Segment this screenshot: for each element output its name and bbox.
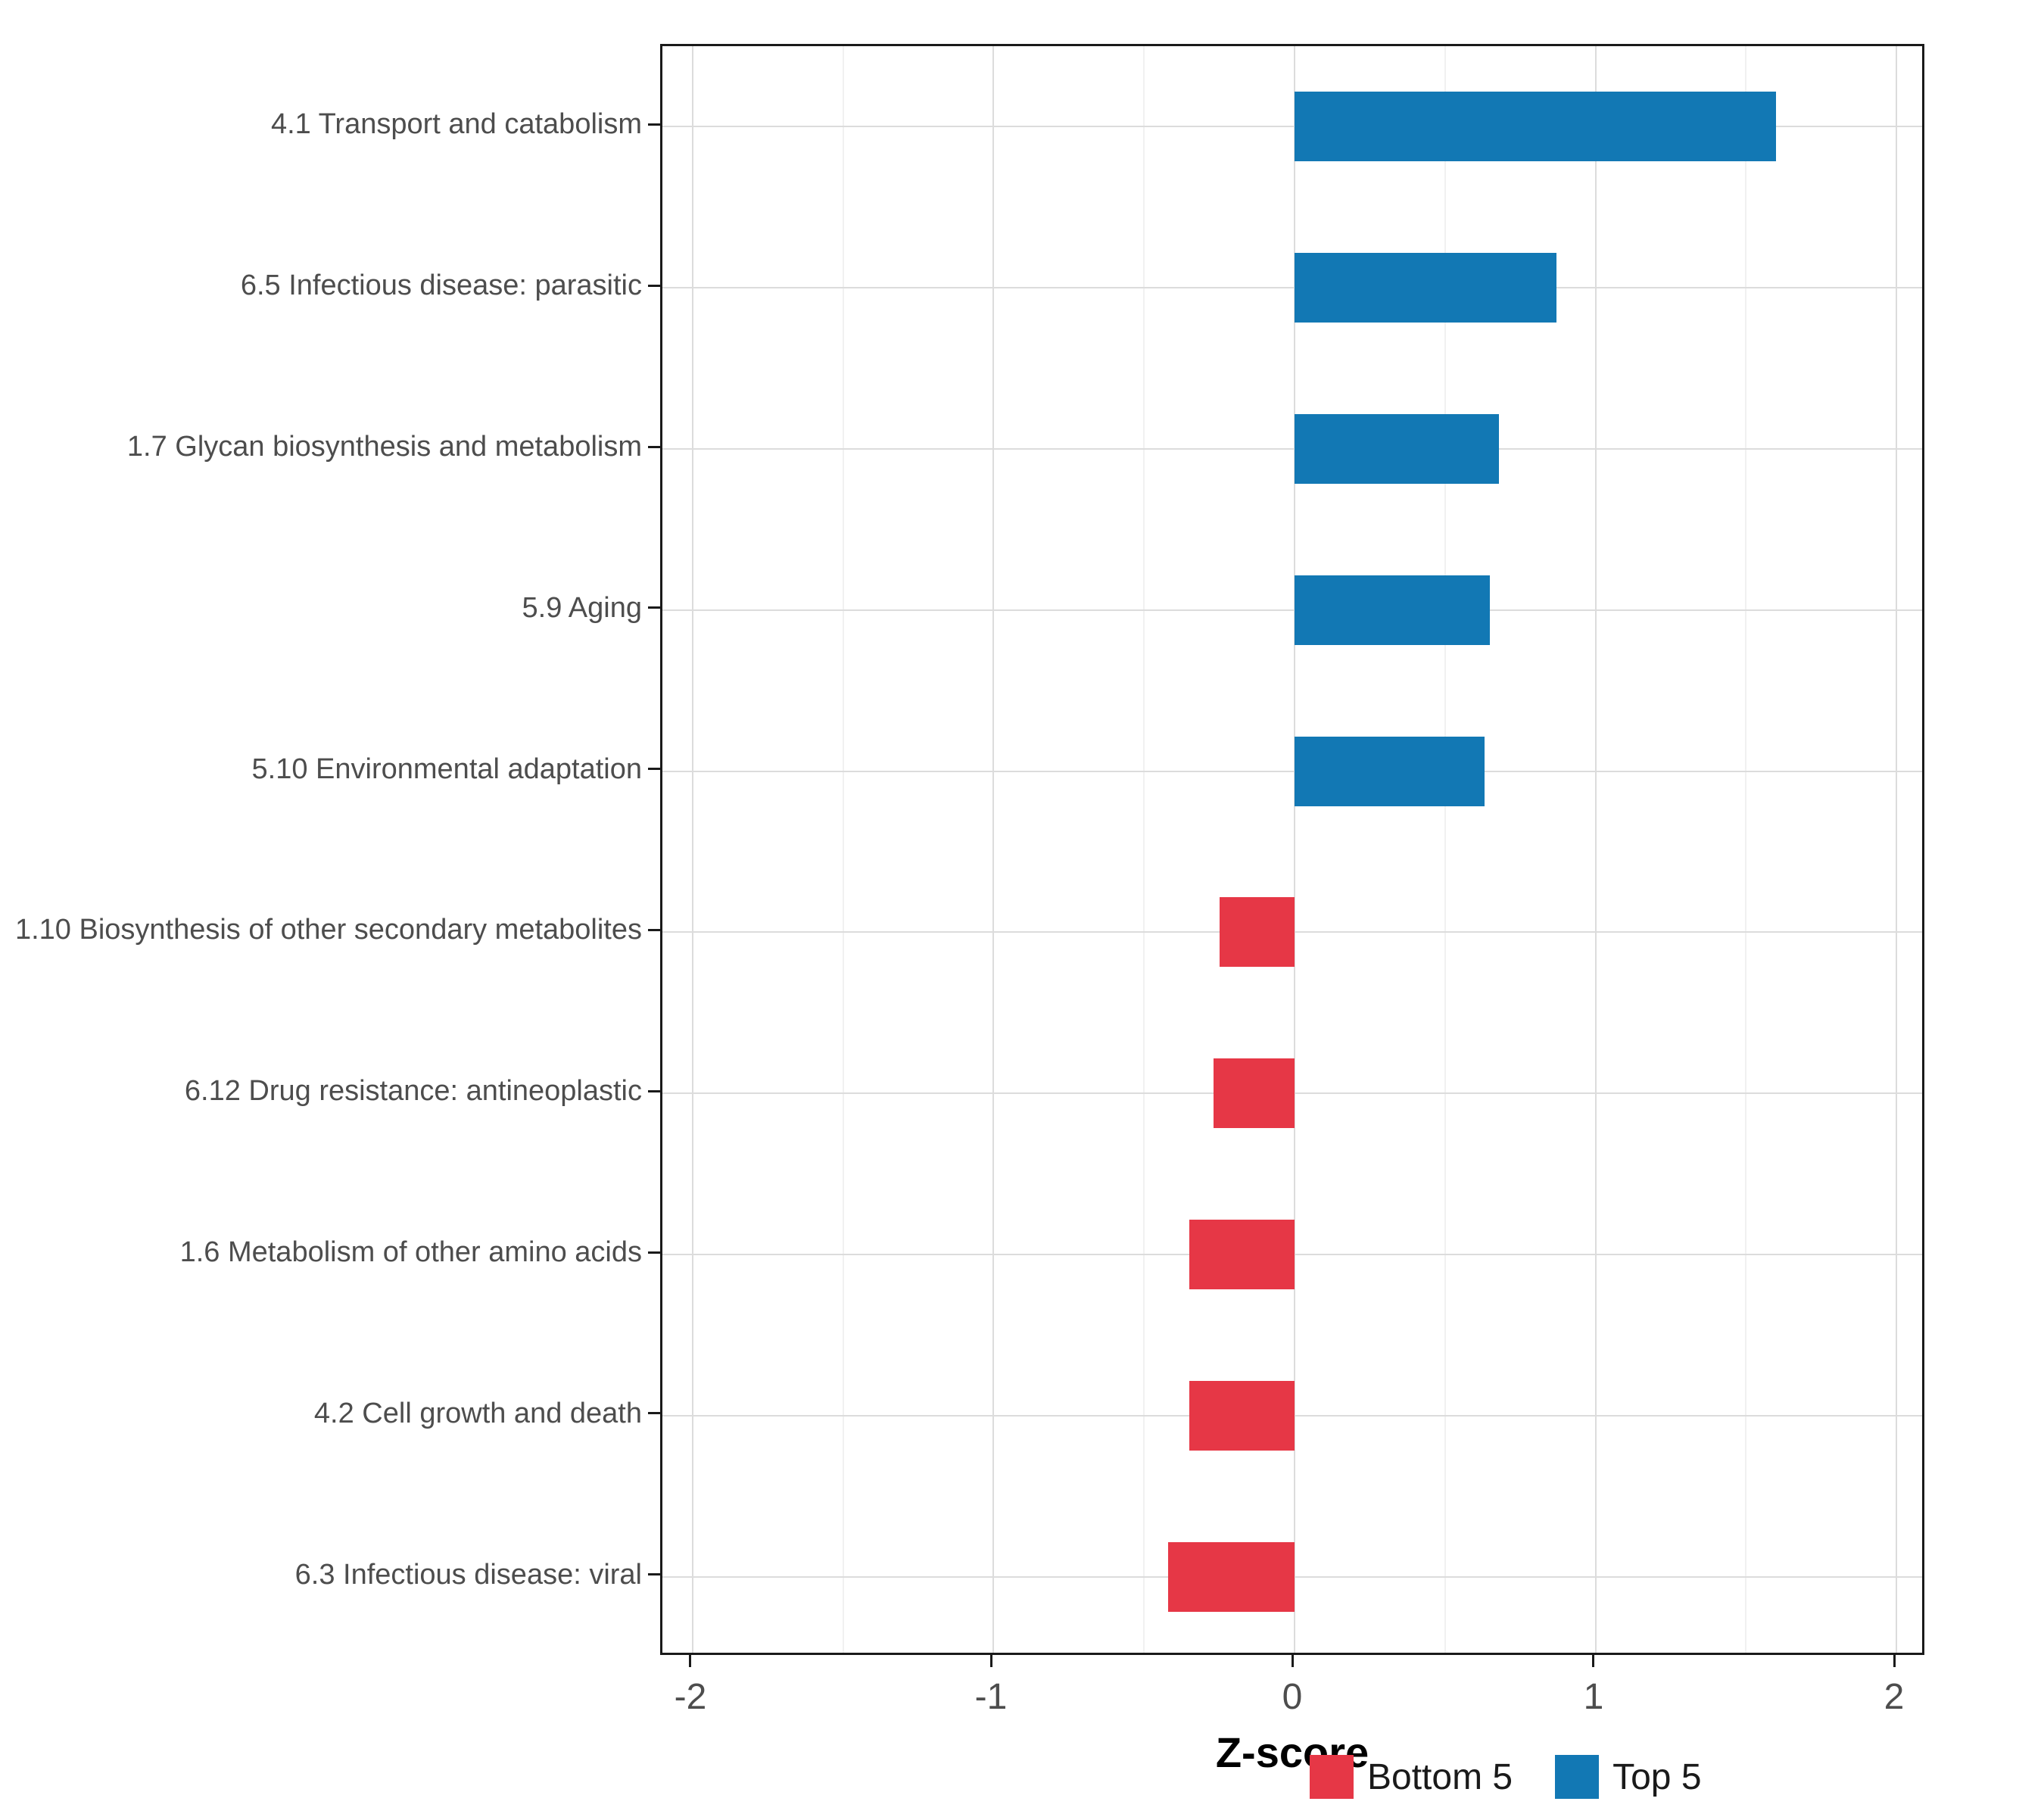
x-minor-gridline	[1745, 46, 1747, 1653]
y-axis-label-4-1-transport-and-catabolism: 4.1 Transport and catabolism	[270, 108, 642, 140]
legend-entry-label: Bottom 5	[1367, 1756, 1513, 1797]
x-minor-gridline	[1143, 46, 1145, 1653]
x-tick-mark	[689, 1655, 691, 1667]
x-major-gridline	[1594, 46, 1597, 1653]
y-axis-label-1-7-glycan-biosynthesis-and-metabolism: 1.7 Glycan biosynthesis and metabolism	[126, 431, 642, 463]
x-tick-mark	[1292, 1655, 1294, 1667]
x-tick-mark	[1592, 1655, 1594, 1667]
legend-swatch-top-5	[1555, 1755, 1600, 1799]
x-minor-gridline	[1444, 46, 1446, 1653]
y-tick-mark	[648, 768, 660, 770]
y-tick-mark	[648, 1412, 660, 1414]
y-axis-label-1-6-metabolism-of-other-amino-acids: 1.6 Metabolism of other amino acids	[179, 1236, 642, 1268]
y-tick-mark	[648, 606, 660, 609]
x-axis-tick-label-2: 2	[1884, 1677, 1905, 1717]
y-axis-label-6-5-infectious-disease-parasitic: 6.5 Infectious disease: parasitic	[240, 270, 642, 301]
bar-5-10-environmental-adaptation	[1295, 737, 1485, 806]
x-major-gridline	[1896, 46, 1898, 1653]
y-major-gridline	[662, 771, 1922, 772]
y-tick-mark	[648, 123, 660, 126]
x-axis-tick-label--1: -1	[974, 1677, 1008, 1717]
y-major-gridline	[662, 287, 1922, 288]
y-tick-mark	[648, 1090, 660, 1092]
bar-6-12-drug-resistance-antineoplastic	[1213, 1058, 1295, 1128]
x-major-gridline	[992, 46, 995, 1653]
x-axis-tick-label--2: -2	[674, 1677, 707, 1717]
bar-6-3-infectious-disease-viral	[1168, 1542, 1295, 1612]
y-axis-label-1-10-biosynthesis-of-other-secondary-metabolites: 1.10 Biosynthesis of other secondary met…	[14, 914, 642, 946]
y-axis-label-5-9-aging: 5.9 Aging	[522, 592, 642, 624]
y-axis-label-4-2-cell-growth-and-death: 4.2 Cell growth and death	[313, 1398, 642, 1429]
x-tick-mark	[990, 1655, 992, 1667]
legend-entry-top-5: Top 5	[1555, 1755, 1702, 1799]
bar-4-2-cell-growth-and-death	[1189, 1381, 1295, 1451]
plot-panel	[660, 44, 1924, 1655]
y-tick-mark	[648, 285, 660, 287]
x-axis-tick-label-0: 0	[1282, 1677, 1303, 1717]
y-tick-mark	[648, 929, 660, 931]
bar-5-9-aging	[1295, 575, 1491, 645]
bar-1-10-biosynthesis-of-other-secondary-metabolites	[1219, 897, 1295, 967]
bar-1-7-glycan-biosynthesis-and-metabolism	[1295, 414, 1500, 484]
legend-entry-bottom-5: Bottom 5	[1310, 1755, 1513, 1799]
x-tick-mark	[1893, 1655, 1896, 1667]
bar-1-6-metabolism-of-other-amino-acids	[1189, 1220, 1295, 1289]
x-axis-title: Z-score	[1215, 1728, 1369, 1776]
x-major-gridline	[1294, 46, 1295, 1653]
y-tick-mark	[648, 1251, 660, 1254]
x-major-gridline	[691, 46, 693, 1653]
y-axis-label-6-3-infectious-disease-viral: 6.3 Infectious disease: viral	[294, 1559, 642, 1591]
legend: Bottom 5 Top 5	[1310, 1755, 1702, 1799]
legend-swatch-bottom-5	[1310, 1755, 1354, 1799]
legend-entry-label: Top 5	[1612, 1756, 1702, 1797]
y-major-gridline	[662, 126, 1922, 127]
x-axis-tick-label-1: 1	[1583, 1677, 1604, 1717]
y-axis-label-5-10-environmental-adaptation: 5.10 Environmental adaptation	[251, 753, 642, 785]
x-minor-gridline	[842, 46, 844, 1653]
y-major-gridline	[662, 609, 1922, 611]
bar-6-5-infectious-disease-parasitic	[1295, 253, 1556, 323]
y-major-gridline	[662, 448, 1922, 450]
y-tick-mark	[648, 446, 660, 448]
y-axis-label-6-12-drug-resistance-antineoplastic: 6.12 Drug resistance: antineoplastic	[184, 1075, 642, 1107]
bar-4-1-transport-and-catabolism	[1295, 92, 1777, 161]
y-tick-mark	[648, 1573, 660, 1575]
